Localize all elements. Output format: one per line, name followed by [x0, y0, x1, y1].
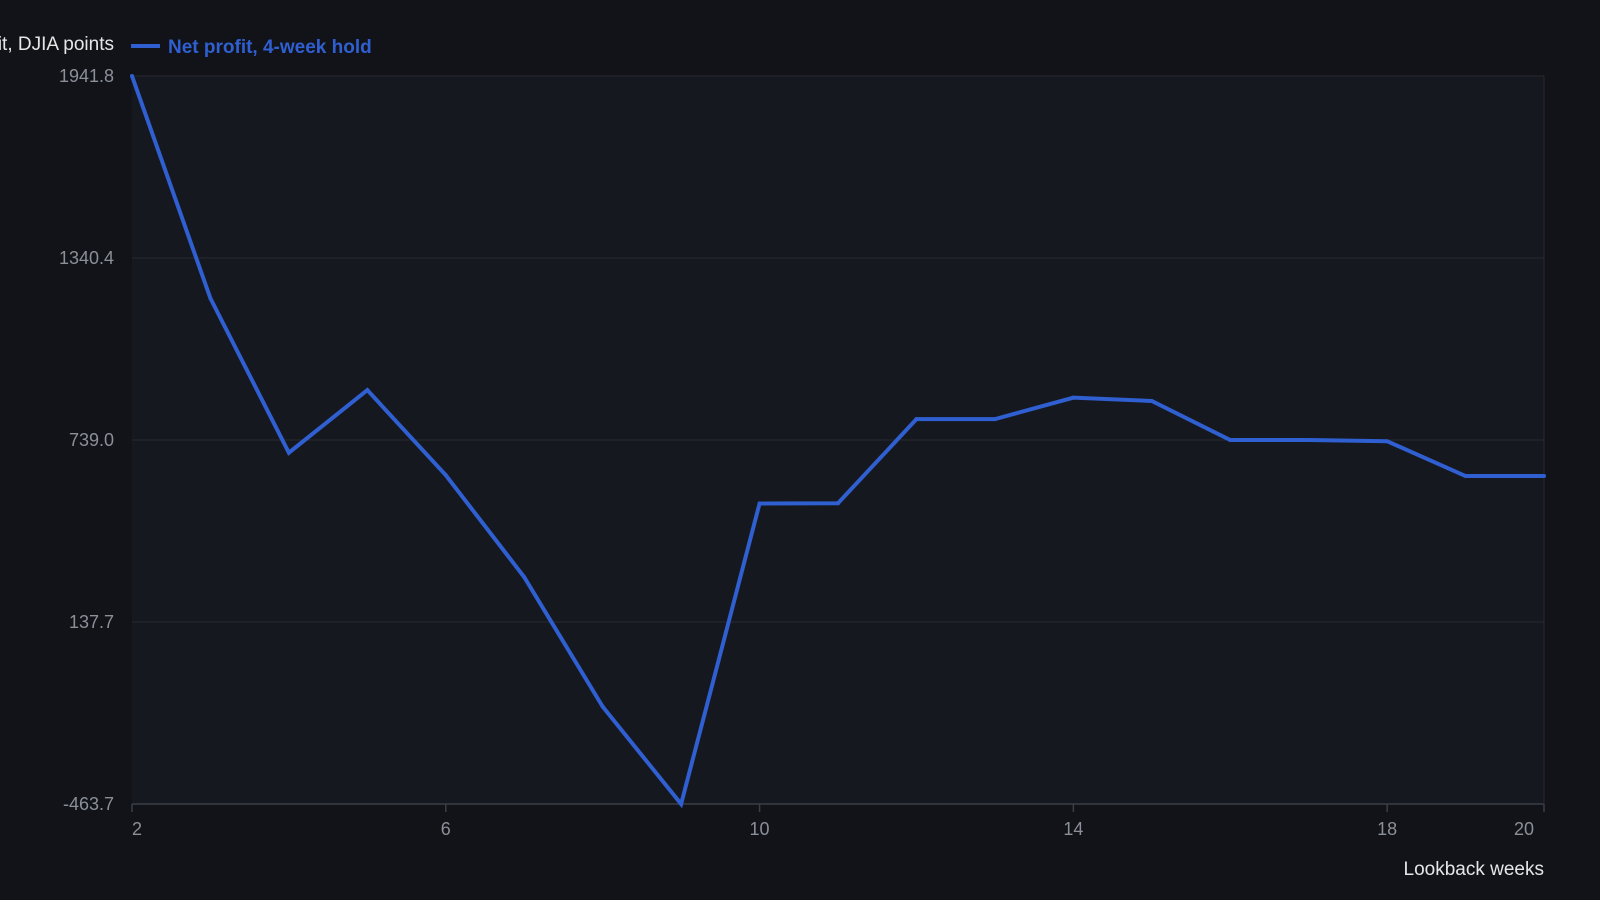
legend[interactable]: Net profit, 4-week hold: [131, 37, 372, 58]
data-point: [1228, 438, 1233, 443]
data-point: [1149, 398, 1154, 403]
y-tick-label: 1340.4: [59, 248, 114, 268]
y-tick-label: -463.7: [63, 794, 114, 814]
data-point: [443, 473, 448, 478]
x-tick-label: 10: [750, 819, 770, 839]
data-point: [600, 704, 605, 709]
y-tick-label: 1941.8: [59, 66, 114, 86]
x-tick-label: 20: [1514, 819, 1534, 839]
data-point: [1071, 395, 1076, 400]
data-point: [679, 802, 684, 806]
data-point: [1463, 474, 1468, 479]
x-tick-label: 18: [1377, 819, 1397, 839]
data-point: [836, 501, 840, 506]
data-point: [130, 74, 134, 78]
x-tick-label: 2: [132, 819, 142, 839]
y-axis-ticks: -463.7 137.7 739.0 1340.4 1941.8: [59, 66, 114, 814]
x-tick-label: 6: [441, 819, 451, 839]
data-point: [1542, 474, 1546, 479]
data-point: [365, 388, 370, 393]
x-axis-ticks: 2 6 10 14 18 20: [131, 804, 1545, 839]
series-lines: [130, 74, 1546, 809]
data-point: [522, 575, 527, 580]
x-tick-label: 14: [1063, 819, 1083, 839]
data-point: [1385, 439, 1390, 444]
data-point: [992, 417, 997, 422]
legend-label: Net profit, 4-week hold: [168, 37, 372, 58]
y-tick-label: 739.0: [69, 430, 114, 450]
data-point: [1306, 438, 1311, 443]
y-axis-title: Net profit, DJIA points: [0, 34, 114, 55]
data-point: [914, 417, 919, 422]
x-axis-title: Lookback weeks: [1404, 859, 1544, 880]
axes: [132, 76, 1545, 805]
data-point: [757, 501, 762, 506]
y-tick-label: 137.7: [69, 612, 114, 632]
data-point: [208, 296, 213, 301]
data-point: [286, 450, 291, 455]
